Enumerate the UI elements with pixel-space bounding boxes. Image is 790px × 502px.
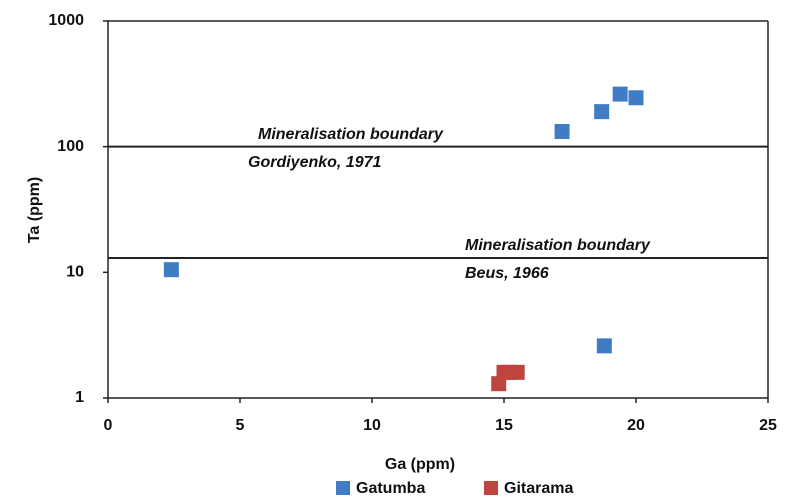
point: [594, 104, 610, 120]
y-axis-label: Ta (ppm): [26, 177, 43, 243]
legend-label: Gitarama: [504, 480, 573, 497]
x-tick-label: 15: [495, 417, 513, 434]
y-tick-label: 100: [57, 138, 84, 155]
x-tick-label: 25: [759, 417, 777, 434]
legend-marker: [484, 481, 498, 495]
legend-marker: [336, 481, 350, 495]
point: [596, 338, 612, 354]
x-tick-label: 10: [363, 417, 381, 434]
boundary-source: Gordiyenko, 1971: [248, 154, 381, 171]
boundary-source: Beus, 1966: [465, 265, 549, 282]
x-axis-label: Ga (ppm): [385, 456, 455, 473]
y-tick-label: 10: [66, 264, 84, 281]
legend-label: Gatumba: [356, 480, 425, 497]
x-tick-label: 20: [627, 417, 645, 434]
x-tick-label: 0: [104, 417, 113, 434]
y-tick-label: 1000: [48, 12, 84, 29]
point: [491, 376, 507, 392]
point: [628, 90, 644, 106]
boundary-label: Mineralisation boundary: [258, 126, 444, 143]
point: [612, 86, 628, 102]
boundary-label: Mineralisation boundary: [465, 237, 651, 254]
point: [163, 262, 179, 278]
point: [554, 124, 570, 140]
point: [509, 364, 525, 380]
y-tick-label: 1: [75, 389, 84, 406]
x-tick-label: 5: [236, 417, 245, 434]
